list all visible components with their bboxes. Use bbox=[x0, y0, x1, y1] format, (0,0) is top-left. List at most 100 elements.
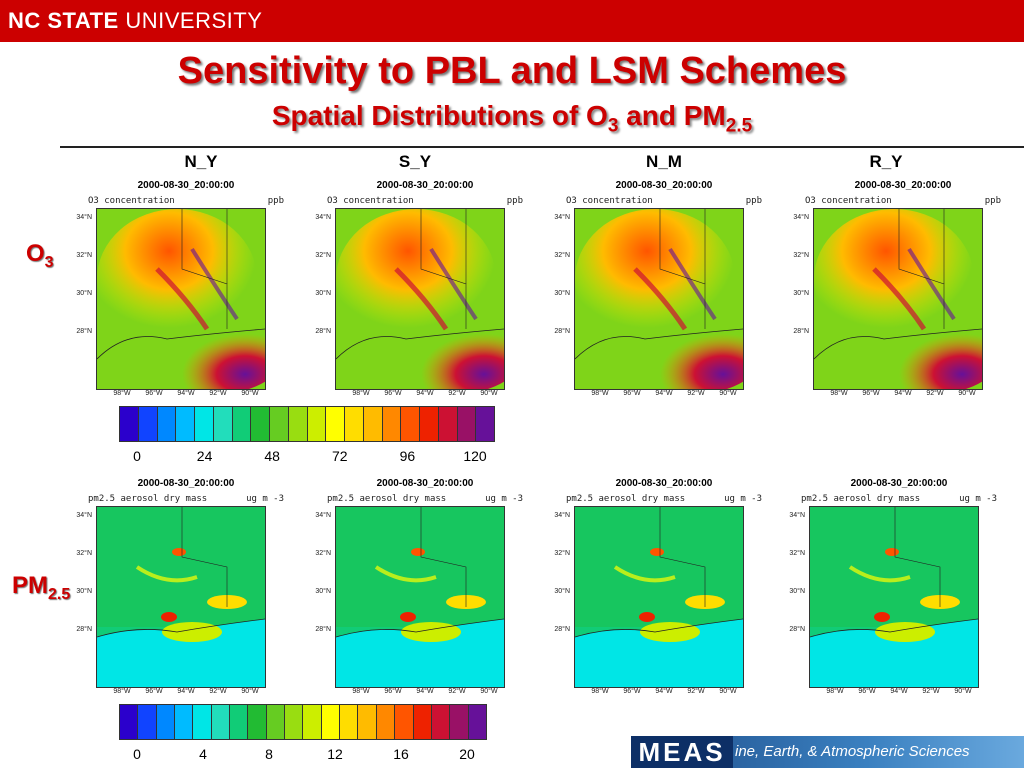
column-header-n-m: N_M bbox=[646, 152, 682, 171]
row-label-pm25: PM2.5 bbox=[12, 572, 71, 603]
concentration-map bbox=[96, 506, 266, 688]
pm25-colorbar bbox=[119, 704, 487, 740]
colorbar-tick-label: 0 bbox=[133, 448, 141, 464]
colorbar-swatch bbox=[230, 705, 249, 739]
lat-tick-label: 30°N bbox=[793, 290, 809, 297]
lon-tick-label: 92°W bbox=[687, 688, 705, 695]
lat-tick-label: 32°N bbox=[793, 252, 809, 259]
lat-tick-label: 32°N bbox=[315, 252, 331, 259]
panel-timestamp: 2000-08-30_20:00:00 bbox=[137, 180, 235, 191]
colorbar-swatch bbox=[138, 705, 157, 739]
lon-tick-label: 90°W bbox=[958, 390, 976, 397]
colorbar-swatch bbox=[285, 705, 304, 739]
colorbar-swatch bbox=[248, 705, 267, 739]
lon-tick-label: 98°W bbox=[826, 688, 844, 695]
lon-tick-label: 96°W bbox=[384, 688, 402, 695]
panel-variable-name: pm2.5 aerosol dry mass bbox=[88, 494, 208, 504]
lat-tick-label: 30°N bbox=[315, 588, 331, 595]
lat-tick-label: 30°N bbox=[76, 290, 92, 297]
colorbar-swatch bbox=[345, 407, 364, 441]
concentration-map bbox=[96, 208, 266, 390]
colorbar-swatch bbox=[157, 407, 177, 441]
lat-tick-label: 30°N bbox=[554, 290, 570, 297]
meas-logo-box: MEAS bbox=[631, 736, 733, 768]
lon-tick-label: 90°W bbox=[719, 390, 737, 397]
panel-timestamp: 2000-08-30_20:00:00 bbox=[854, 180, 952, 191]
lat-tick-label: 28°N bbox=[76, 626, 92, 633]
lon-tick-label: 92°W bbox=[209, 390, 227, 397]
title-divider bbox=[60, 146, 1024, 148]
lon-tick-label: 92°W bbox=[209, 688, 227, 695]
column-header-r-y: R_Y bbox=[869, 152, 903, 171]
panel-variable-name: pm2.5 aerosol dry mass bbox=[327, 494, 447, 504]
lon-tick-label: 94°W bbox=[177, 688, 195, 695]
panel-variable-name: pm2.5 aerosol dry mass bbox=[566, 494, 686, 504]
lon-tick-label: 98°W bbox=[352, 688, 370, 695]
colorbar-swatch bbox=[395, 705, 414, 739]
lat-tick-label: 30°N bbox=[789, 588, 805, 595]
colorbar-swatch bbox=[321, 705, 341, 739]
university-logo: NC STATE UNIVERSITY bbox=[8, 8, 263, 33]
lon-tick-label: 96°W bbox=[623, 688, 641, 695]
lon-tick-label: 98°W bbox=[591, 688, 609, 695]
panel-unit: ug m -3 bbox=[485, 494, 523, 504]
concentration-map bbox=[574, 506, 744, 688]
colorbar-swatch bbox=[401, 407, 420, 441]
lon-tick-label: 98°W bbox=[113, 390, 131, 397]
colorbar-swatch bbox=[156, 705, 176, 739]
lat-tick-label: 32°N bbox=[554, 550, 570, 557]
concentration-map bbox=[813, 208, 983, 390]
lat-tick-label: 34°N bbox=[315, 512, 331, 519]
colorbar-tick-label: 16 bbox=[393, 746, 409, 762]
colorbar-swatch bbox=[138, 407, 158, 441]
colorbar-swatch bbox=[120, 407, 139, 441]
lat-tick-label: 30°N bbox=[554, 588, 570, 595]
lon-tick-label: 94°W bbox=[177, 390, 195, 397]
lon-tick-label: 98°W bbox=[113, 688, 131, 695]
colorbar-tick-label: 8 bbox=[265, 746, 273, 762]
lon-tick-label: 94°W bbox=[890, 688, 908, 695]
meas-footer-logo: MEAS ine, Earth, & Atmospheric Sciences bbox=[631, 736, 1024, 768]
lat-tick-label: 32°N bbox=[789, 550, 805, 557]
colorbar-tick-label: 12 bbox=[327, 746, 343, 762]
lat-tick-label: 30°N bbox=[315, 290, 331, 297]
colorbar-tick-label: 96 bbox=[399, 448, 416, 464]
colorbar-swatch bbox=[420, 407, 439, 441]
concentration-map bbox=[335, 506, 505, 688]
lon-tick-label: 90°W bbox=[954, 688, 972, 695]
colorbar-tick-label: 24 bbox=[196, 448, 213, 464]
lon-tick-label: 94°W bbox=[894, 390, 912, 397]
colorbar-swatch bbox=[326, 407, 345, 441]
colorbar-swatch bbox=[251, 407, 270, 441]
colorbar-swatch bbox=[450, 705, 469, 739]
concentration-map bbox=[574, 208, 744, 390]
lon-tick-label: 98°W bbox=[591, 390, 609, 397]
colorbar-swatch bbox=[413, 705, 432, 739]
panel-unit: ppb bbox=[984, 196, 1001, 206]
lat-tick-label: 28°N bbox=[789, 626, 805, 633]
colorbar-swatch bbox=[340, 705, 359, 739]
lon-tick-label: 90°W bbox=[480, 390, 498, 397]
colorbar-swatch bbox=[363, 407, 383, 441]
colorbar-swatch bbox=[195, 407, 214, 441]
lon-tick-label: 92°W bbox=[687, 390, 705, 397]
lon-tick-label: 92°W bbox=[448, 688, 466, 695]
colorbar-swatch bbox=[468, 705, 486, 739]
panel-timestamp: 2000-08-30_20:00:00 bbox=[376, 478, 474, 489]
panel-unit: ppb bbox=[506, 196, 523, 206]
colorbar-swatch bbox=[193, 705, 212, 739]
colorbar-swatch bbox=[431, 705, 451, 739]
colorbar-tick-label: 4 bbox=[199, 746, 207, 762]
slide-title: Sensitivity to PBL and LSM Schemes bbox=[177, 50, 847, 92]
colorbar-swatch bbox=[213, 407, 233, 441]
colorbar-tick-label: 120 bbox=[463, 448, 487, 464]
row-label-o3: O3 bbox=[26, 240, 54, 271]
slide-subtitle: Spatial Distributions of O3 and PM2.5 bbox=[271, 100, 753, 137]
lon-tick-label: 90°W bbox=[241, 688, 259, 695]
colorbar-swatch bbox=[211, 705, 231, 739]
lat-tick-label: 34°N bbox=[76, 512, 92, 519]
lat-tick-label: 34°N bbox=[554, 512, 570, 519]
colorbar-swatch bbox=[307, 407, 327, 441]
panel-variable-name: O3 concentration bbox=[566, 196, 653, 206]
lon-tick-label: 90°W bbox=[480, 688, 498, 695]
